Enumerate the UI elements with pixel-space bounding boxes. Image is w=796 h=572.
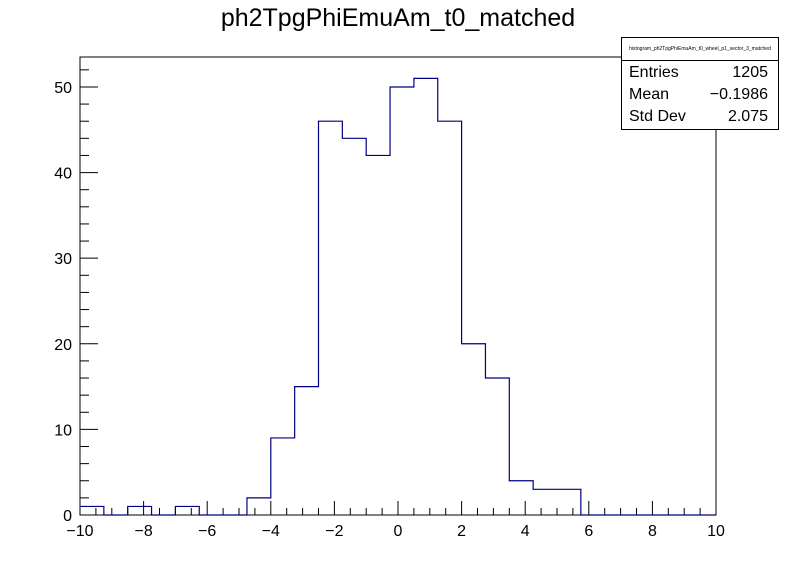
histogram-bin [414,78,438,515]
y-tick-label: 20 [54,337,72,354]
histogram-bin [175,506,199,515]
histogram-bin [509,481,533,515]
histogram-bin [533,489,557,515]
histogram-bin [485,378,509,515]
histogram-bin [80,506,104,515]
stats-mean-row: Mean −0.1986 [622,83,778,105]
mean-value: −0.1986 [709,86,768,103]
histogram-bin [295,387,319,515]
histogram-bin [128,506,152,515]
y-tick-label: 40 [54,166,72,183]
stats-entries-row: Entries 1205 [622,61,778,83]
x-tick-label: −4 [262,523,280,540]
histogram-bin [271,438,295,515]
histogram-bin [247,498,271,515]
y-tick-label: 30 [54,251,72,268]
histogram-bin [557,489,581,515]
x-axis-ticks: −10 −8 −6 −4 −2 0 2 4 6 8 10 [66,501,725,540]
histogram-bin [319,121,343,515]
x-tick-label: −6 [198,523,216,540]
histogram-bin [438,121,462,515]
histogram-bin [342,138,366,515]
x-tick-label: 4 [521,523,530,540]
x-tick-label: 0 [394,523,403,540]
histogram-bin [462,344,486,515]
histogram-bins [80,78,581,515]
stats-stddev-row: Std Dev 2.075 [622,105,778,127]
mean-label: Mean [629,86,670,103]
entries-value: 1205 [732,64,768,81]
x-tick-label: 6 [584,523,593,540]
entries-label: Entries [629,64,679,81]
x-tick-label: 8 [648,523,657,540]
y-tick-label: 0 [63,508,72,525]
stddev-value: 2.075 [727,108,768,125]
x-tick-label: −2 [325,523,343,540]
y-axis-ticks: 0 10 20 30 40 50 [54,69,98,525]
x-tick-label: 2 [457,523,466,540]
y-tick-label: 50 [54,80,72,97]
stddev-label: Std Dev [629,108,686,125]
x-tick-label: −8 [134,523,152,540]
histogram-bin [366,155,390,515]
chart-title: ph2TpgPhiEmuAm_t0_matched [220,4,576,32]
x-tick-label: 10 [707,523,725,540]
y-tick-label: 10 [54,422,72,439]
stats-box: histogram_ph2TpgPhiEmuAm_t0_wheel_p1_sec… [621,37,779,130]
histogram-outline [80,77,716,516]
histogram-bin [390,87,414,515]
stats-box-name: histogram_ph2TpgPhiEmuAm_t0_wheel_p1_sec… [622,38,778,61]
x-tick-label: −10 [66,523,93,540]
